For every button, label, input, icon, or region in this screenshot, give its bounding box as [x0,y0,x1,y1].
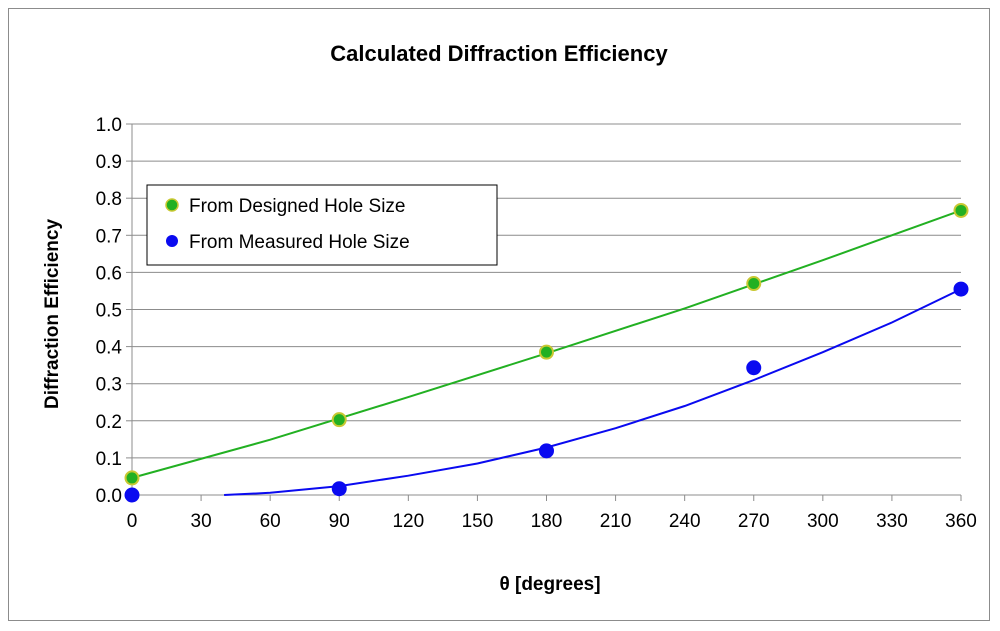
point-measured [746,360,762,376]
point-designed [124,470,140,486]
data-points [124,202,969,503]
y-tick-label: 0.5 [96,301,122,322]
x-tick-label: 210 [600,511,632,532]
x-tick-label: 0 [127,511,138,532]
tick-labels: 0.0 0.1 0.2 0.3 0.4 0.5 0.6 0.7 0.8 0.9 1.0 0 30 60 90… [96,115,977,532]
y-tick-label: 0.3 [96,375,122,396]
legend-label-designed: From Designed Hole Size [189,196,405,217]
x-tick-label: 270 [738,511,770,532]
legend-label-measured: From Measured Hole Size [189,232,410,253]
legend-box [146,184,498,266]
point-designed [331,412,347,428]
x-tick-label: 180 [531,511,563,532]
x-tick-label: 90 [329,511,350,532]
point-measured [539,443,554,459]
y-axis-label: Diffraction Efficiency [42,219,63,409]
legend-marker-designed [165,198,179,212]
y-tick-label: 1.0 [96,115,122,136]
point-designed [539,344,554,360]
x-tick-label: 240 [669,511,701,532]
x-tick-label: 330 [876,511,908,532]
trend-line-measured [224,288,962,496]
x-tick-label: 150 [462,511,494,532]
y-tick-label: 0.4 [96,338,123,359]
y-tick-label: 0.1 [96,449,122,470]
x-tick-label: 300 [807,511,839,532]
point-measured [953,281,969,297]
y-tick-label: 0.7 [96,226,122,247]
y-tick-label: 0.0 [96,486,122,507]
x-axis-label: θ [degrees] [499,574,600,595]
legend: From Designed Hole Size From Measured Ho… [146,184,498,266]
chart: Calculated Diffraction Efficiency 0.0 0.1… [42,41,977,595]
point-designed [953,202,969,218]
x-tick-label: 60 [260,511,281,532]
x-tick-label: 120 [392,511,424,532]
y-tick-label: 0.2 [96,412,122,433]
point-measured [331,481,347,497]
legend-marker-measured [166,235,178,247]
y-tick-label: 0.6 [96,263,122,284]
chart-frame: Calculated Diffraction Efficiency 0.0 0.1… [8,8,990,621]
point-measured [124,487,140,503]
y-tick-label: 0.8 [96,189,122,210]
chart-title: Calculated Diffraction Efficiency [330,41,668,66]
y-tick-label: 0.9 [96,152,122,173]
point-designed [746,276,762,292]
x-tick-label: 360 [945,511,977,532]
grid [126,123,962,501]
x-tick-label: 30 [191,511,212,532]
